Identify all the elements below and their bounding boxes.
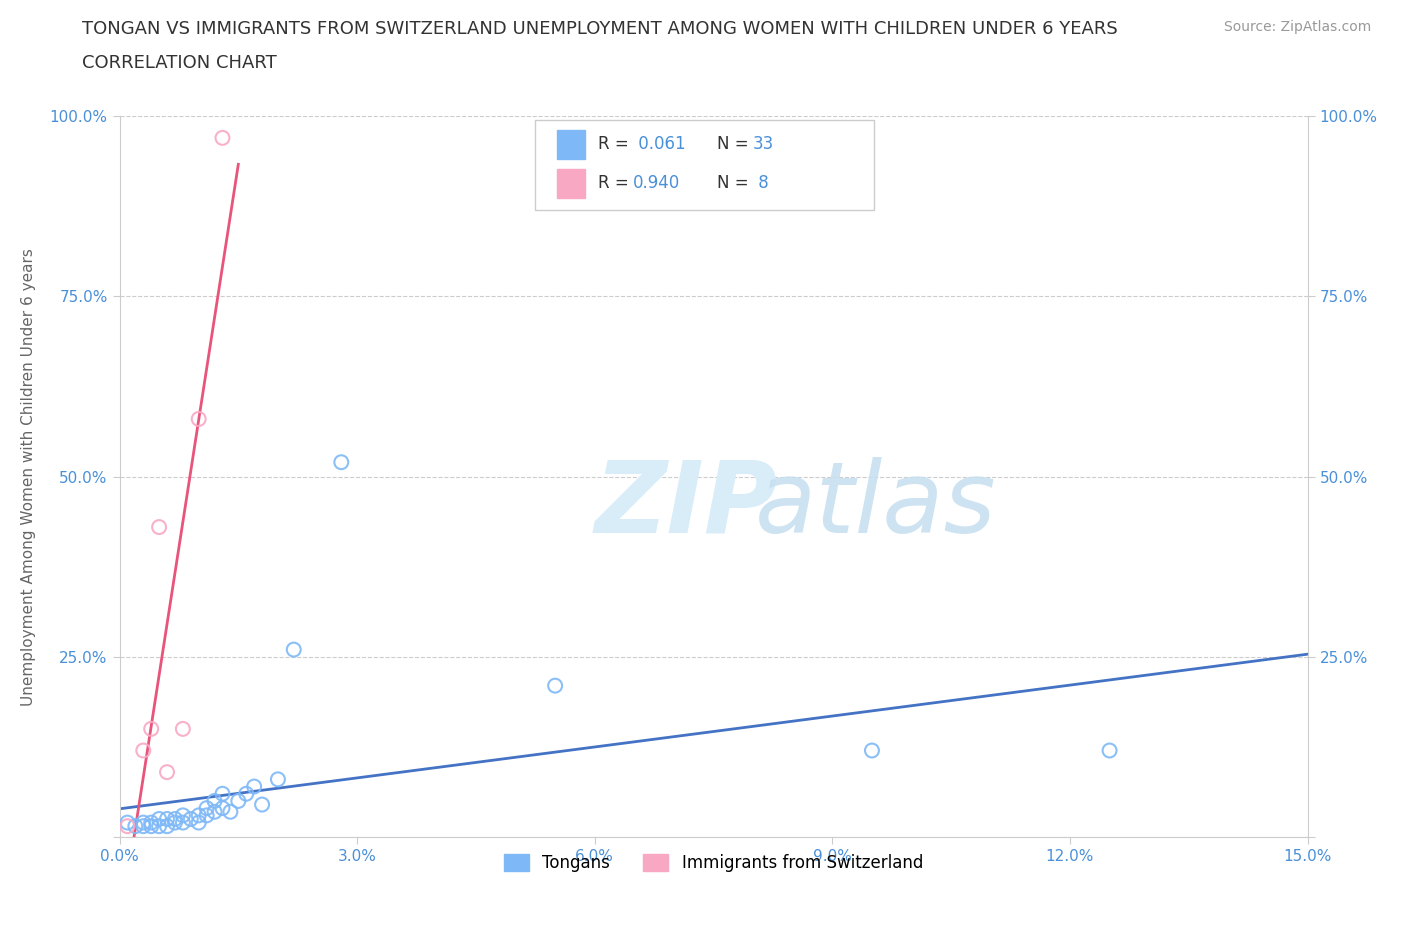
- Point: [243, 779, 266, 794]
- Point: [156, 818, 179, 833]
- Text: 0.940: 0.940: [633, 174, 681, 193]
- FancyBboxPatch shape: [557, 169, 585, 198]
- Text: atlas: atlas: [755, 457, 997, 554]
- Point: [148, 818, 170, 833]
- Point: [187, 412, 209, 427]
- Point: [172, 815, 194, 830]
- Point: [211, 801, 233, 816]
- Point: [132, 815, 155, 830]
- Point: [219, 804, 242, 819]
- Point: [117, 818, 139, 833]
- Text: ZIP: ZIP: [595, 457, 778, 554]
- Point: [141, 815, 163, 830]
- Point: [141, 722, 163, 737]
- Point: [250, 797, 273, 812]
- Point: [195, 801, 218, 816]
- Point: [172, 722, 194, 737]
- Text: TONGAN VS IMMIGRANTS FROM SWITZERLAND UNEMPLOYMENT AMONG WOMEN WITH CHILDREN UND: TONGAN VS IMMIGRANTS FROM SWITZERLAND UN…: [82, 20, 1118, 38]
- Point: [132, 818, 155, 833]
- Point: [860, 743, 883, 758]
- Point: [195, 808, 218, 823]
- Point: [204, 793, 226, 808]
- Point: [163, 812, 186, 827]
- Point: [117, 815, 139, 830]
- Point: [156, 812, 179, 827]
- Point: [1098, 743, 1121, 758]
- Point: [141, 818, 163, 833]
- Text: 8: 8: [752, 174, 769, 193]
- FancyBboxPatch shape: [557, 130, 585, 159]
- Y-axis label: Unemployment Among Women with Children Under 6 years: Unemployment Among Women with Children U…: [21, 247, 35, 706]
- Point: [180, 812, 202, 827]
- Text: N =: N =: [717, 174, 754, 193]
- Point: [148, 520, 170, 535]
- Text: R =: R =: [599, 135, 634, 153]
- Point: [187, 808, 209, 823]
- Point: [156, 764, 179, 779]
- Point: [228, 793, 250, 808]
- Text: CORRELATION CHART: CORRELATION CHART: [82, 54, 277, 72]
- Point: [148, 812, 170, 827]
- Point: [235, 787, 257, 802]
- Point: [172, 808, 194, 823]
- Point: [211, 787, 233, 802]
- Point: [211, 130, 233, 145]
- Point: [124, 818, 146, 833]
- Text: N =: N =: [717, 135, 754, 153]
- Text: Source: ZipAtlas.com: Source: ZipAtlas.com: [1223, 20, 1371, 34]
- Point: [163, 815, 186, 830]
- Point: [132, 743, 155, 758]
- Text: 0.061: 0.061: [633, 135, 685, 153]
- Legend: Tongans, Immigrants from Switzerland: Tongans, Immigrants from Switzerland: [498, 847, 929, 879]
- Point: [283, 642, 305, 657]
- Point: [267, 772, 290, 787]
- Point: [187, 815, 209, 830]
- Point: [204, 804, 226, 819]
- FancyBboxPatch shape: [536, 120, 875, 210]
- Point: [544, 678, 567, 693]
- Text: R =: R =: [599, 174, 634, 193]
- Point: [330, 455, 353, 470]
- Text: 33: 33: [752, 135, 773, 153]
